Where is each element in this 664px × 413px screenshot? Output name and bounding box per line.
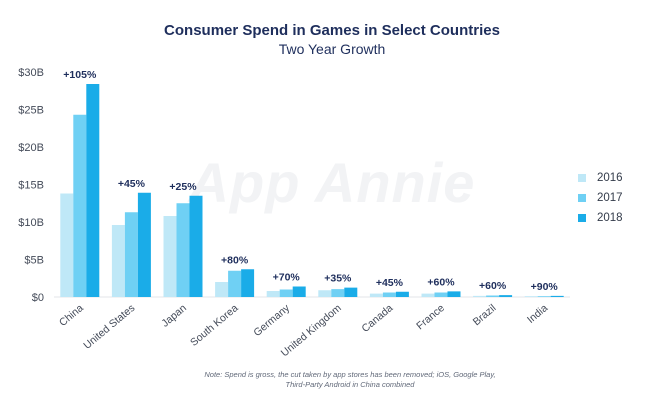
growth-label: +45%: [376, 277, 404, 289]
y-tick-label: $20B: [18, 142, 44, 154]
growth-label: +80%: [221, 254, 249, 266]
y-tick-label: $10B: [18, 217, 44, 229]
bar-2018-germany: [292, 286, 306, 297]
bar-2016-germany: [266, 291, 280, 297]
growth-label: +45%: [118, 178, 146, 190]
bar-2018-united-kingdom: [344, 287, 358, 297]
y-tick-label: $25B: [18, 105, 44, 117]
category-label: Japan: [159, 302, 189, 330]
legend-item-2018: 2018: [578, 208, 658, 228]
legend-label-2016: 2016: [597, 172, 623, 184]
growth-label: +60%: [479, 280, 507, 292]
bar-2017-germany: [279, 289, 293, 297]
bar-2017-south-korea: [228, 270, 242, 297]
bar-2016-brazil: [473, 295, 487, 297]
legend-label-2017: 2017: [597, 192, 623, 204]
bar-2017-japan: [176, 203, 190, 297]
category-label: Brazil: [471, 302, 499, 328]
legend-item-2017: 2017: [578, 188, 658, 208]
bar-2018-south-korea: [241, 269, 255, 297]
y-tick-label: $5B: [24, 255, 44, 267]
bar-2017-china: [73, 114, 87, 297]
legend-item-2016: 2016: [578, 168, 658, 188]
bar-2018-united-states: [137, 192, 151, 297]
bar-2018-france: [447, 291, 461, 297]
bar-2018-japan: [189, 195, 203, 297]
bar-2016-canada: [369, 293, 383, 297]
legend-swatch-2016: [578, 174, 586, 182]
growth-label: +105%: [63, 69, 97, 81]
bar-2018-india: [550, 295, 564, 297]
chart-legend: 2016 2017 2018: [578, 168, 658, 228]
bar-2016-united-states: [111, 225, 125, 297]
footnote-line-2: Third-Party Android in China combined: [285, 380, 415, 389]
bar-2017-united-states: [124, 212, 138, 297]
footnote: Note: Spend is gross, the cut taken by a…: [150, 370, 550, 390]
bar-2016-south-korea: [215, 282, 229, 297]
footnote-line-1: Note: Spend is gross, the cut taken by a…: [204, 370, 496, 379]
bar-2017-france: [434, 292, 448, 297]
y-tick-label: $0: [32, 292, 44, 304]
bar-2018-canada: [395, 291, 409, 297]
growth-label: +70%: [273, 272, 301, 284]
growth-label: +90%: [531, 281, 559, 293]
bar-2018-china: [86, 84, 100, 297]
growth-label: +25%: [169, 181, 197, 193]
bar-2016-united-kingdom: [318, 290, 332, 297]
bar-2016-japan: [163, 216, 177, 297]
category-label: South Korea: [188, 302, 241, 349]
growth-label: +60%: [427, 276, 455, 288]
category-label: China: [57, 302, 86, 329]
bar-2018-brazil: [499, 295, 513, 297]
category-label: India: [525, 302, 550, 326]
category-label: Germany: [251, 302, 292, 339]
category-label: United States: [81, 302, 137, 352]
category-label: Canada: [359, 302, 395, 335]
category-label: France: [414, 302, 447, 332]
bar-2016-india: [524, 296, 538, 297]
y-tick-label: $15B: [18, 180, 44, 192]
growth-label: +35%: [324, 273, 352, 285]
bar-2017-united-kingdom: [331, 289, 345, 297]
app-annie-watermark: App Annie: [188, 151, 476, 214]
y-tick-label: $30B: [18, 67, 44, 79]
bar-2017-brazil: [486, 295, 500, 297]
bar-2017-india: [537, 296, 551, 297]
bar-2016-france: [421, 293, 435, 297]
legend-swatch-2018: [578, 214, 586, 222]
legend-swatch-2017: [578, 194, 586, 202]
legend-label-2018: 2018: [597, 212, 623, 224]
bar-2016-china: [60, 193, 74, 297]
bar-2017-canada: [382, 292, 396, 297]
chart-subtitle: Two Year Growth: [278, 41, 386, 57]
chart-title: Consumer Spend in Games in Select Countr…: [164, 22, 500, 39]
